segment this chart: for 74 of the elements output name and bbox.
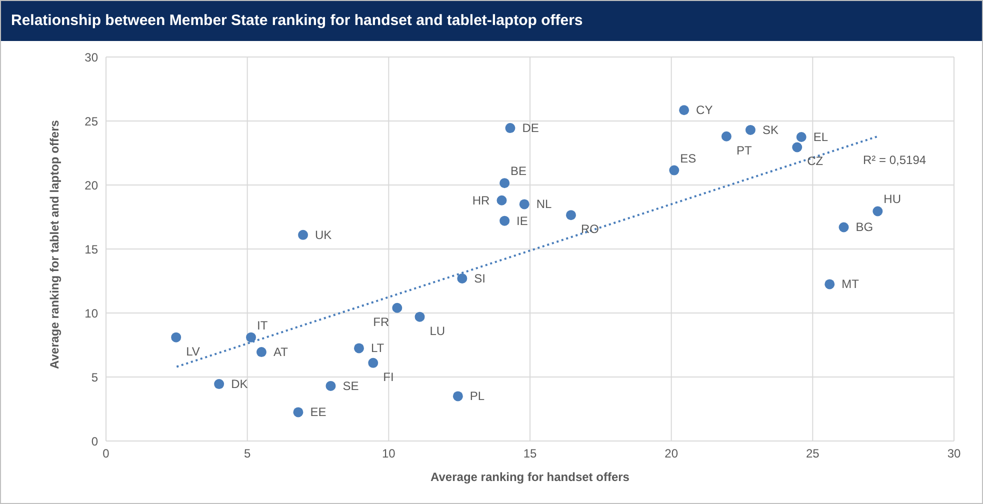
x-tick-label: 5 — [244, 446, 251, 461]
point — [669, 165, 680, 176]
annotation: LT — [370, 341, 385, 356]
y-tick-label: 0 — [91, 434, 98, 448]
x-tick-label: 0 — [102, 446, 110, 461]
point — [824, 279, 835, 290]
point — [293, 407, 304, 418]
point — [354, 343, 364, 354]
annotation: IT — [257, 318, 268, 332]
x-axis-title: Average ranking for handset offers — [430, 470, 630, 484]
annotation: NL — [536, 197, 552, 212]
point — [457, 273, 468, 284]
y-tick-label: 10 — [84, 306, 98, 320]
annotation: ES — [680, 151, 696, 166]
annotation: R² = 0,5194 — [863, 153, 926, 167]
y-tick-label: 5 — [91, 370, 98, 384]
annotation: CY — [696, 103, 713, 118]
annotation: DE — [522, 121, 539, 136]
annotation: PT — [736, 143, 752, 158]
point — [679, 105, 690, 116]
x-tick-label: 10 — [382, 446, 396, 461]
annotation: CZ — [807, 154, 824, 168]
point — [298, 230, 308, 240]
point — [792, 142, 802, 152]
point — [838, 222, 849, 232]
annotation: SI — [474, 271, 486, 286]
point — [496, 195, 507, 206]
annotation: AT — [273, 345, 289, 360]
point — [452, 391, 463, 402]
annotation: EL — [813, 130, 828, 144]
point — [745, 124, 756, 135]
annotation: LV — [186, 344, 200, 358]
annotation: SE — [342, 378, 359, 393]
annotation: HU — [884, 192, 902, 206]
y-tick-label: 20 — [84, 178, 98, 192]
point — [214, 379, 224, 390]
annotation: LU — [430, 324, 446, 338]
y-tick-label: 15 — [84, 242, 98, 256]
chart-title: Relationship between Member State ranking for handset and tablet-laptop offers — [1, 1, 982, 41]
point — [171, 332, 182, 342]
point — [368, 358, 378, 368]
annotation: BG — [856, 220, 874, 234]
point — [796, 132, 806, 142]
annotation: FI — [383, 370, 394, 384]
annotation: UK — [315, 228, 332, 242]
point — [246, 332, 256, 342]
annotation: IE — [516, 214, 528, 228]
point — [721, 131, 732, 142]
annotation: FR — [373, 314, 390, 329]
point — [566, 210, 576, 220]
point — [500, 216, 510, 226]
annotation: DK — [231, 377, 248, 392]
annotation: EE — [310, 405, 326, 420]
point — [414, 312, 425, 322]
x-tick-label: 20 — [664, 446, 678, 461]
point — [392, 302, 402, 313]
annotation: BE — [510, 164, 527, 178]
x-tick-label: 15 — [523, 446, 537, 461]
x-tick-label: 25 — [806, 446, 820, 461]
point — [326, 380, 336, 391]
annotation: SK — [762, 122, 778, 137]
point — [505, 123, 516, 134]
point — [519, 199, 530, 210]
annotation: PL — [470, 389, 485, 404]
point — [500, 178, 510, 188]
x-tick-label: 30 — [947, 446, 961, 461]
point — [256, 347, 266, 358]
annotation: HR — [472, 193, 490, 208]
annotation: MT — [842, 277, 860, 292]
annotation: RO — [580, 222, 599, 236]
point — [872, 206, 883, 216]
y-axis-title: Average ranking for tablet and laptop offers — [47, 120, 62, 369]
y-tick-label: 25 — [84, 114, 98, 128]
y-tick-label: 30 — [84, 50, 98, 64]
